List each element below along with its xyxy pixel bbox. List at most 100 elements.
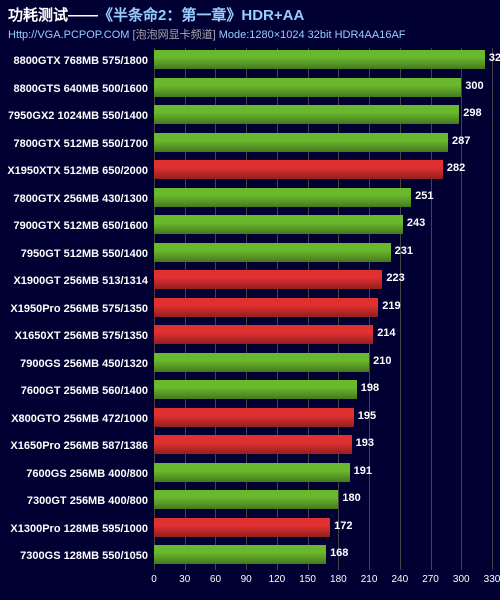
bar-row: 7900GTX 512MB 650/1600243: [154, 215, 492, 240]
bar: 251: [154, 188, 411, 207]
chart-title: 功耗测试——《半条命2：第一章》HDR+AA: [8, 4, 492, 25]
bar-row: X1900GT 256MB 513/1314223: [154, 270, 492, 295]
bar-value: 282: [447, 162, 465, 174]
bar: 231: [154, 243, 391, 262]
bar-value: 323: [489, 52, 500, 64]
title-prefix: 功耗测试——: [8, 7, 98, 24]
bar-label: 7800GTX 256MB 430/1300: [13, 193, 148, 205]
bar-label: X1900GT 256MB 513/1314: [13, 275, 148, 287]
bar: 287: [154, 133, 448, 152]
bar-row: X800GTO 256MB 472/1000195: [154, 408, 492, 433]
bar-chart: 8800GTX 768MB 575/18003238800GTS 640MB 5…: [0, 44, 500, 592]
x-tick: 210: [361, 574, 378, 585]
bar-value: 300: [465, 80, 483, 92]
bar-value: 195: [358, 410, 376, 422]
x-tick: 120: [269, 574, 286, 585]
bar-row: 7950GX2 1024MB 550/1400298: [154, 105, 492, 130]
chart-header: 功耗测试——《半条命2：第一章》HDR+AA Http://VGA.PCPOP.…: [0, 0, 500, 44]
bar-label: 7950GX2 1024MB 550/1400: [8, 110, 148, 122]
x-tick: 240: [391, 574, 408, 585]
bar-label: X800GTO 256MB 472/1000: [11, 413, 148, 425]
bar-value: 219: [382, 300, 400, 312]
bar-value: 287: [452, 135, 470, 147]
bar-label: X1300Pro 128MB 595/1000: [10, 523, 148, 535]
bar-row: 7600GS 256MB 400/800191: [154, 463, 492, 488]
bar-row: 7900GS 256MB 450/1320210: [154, 353, 492, 378]
bar-value: 298: [463, 107, 481, 119]
bar-label: 7900GS 256MB 450/1320: [20, 358, 148, 370]
bar-row: X1950Pro 256MB 575/1350219: [154, 298, 492, 323]
bar-label: X1650Pro 256MB 587/1386: [10, 440, 148, 452]
bar-label: X1950Pro 256MB 575/1350: [10, 303, 148, 315]
bar: 210: [154, 353, 369, 372]
x-tick: 330: [484, 574, 500, 585]
x-tick: 90: [241, 574, 252, 585]
x-tick: 30: [179, 574, 190, 585]
bar-row: 7800GTX 256MB 430/1300251: [154, 188, 492, 213]
bar-row: X1950XTX 512MB 650/2000282: [154, 160, 492, 185]
bar-label: 7600GS 256MB 400/800: [26, 468, 148, 480]
bar: 282: [154, 160, 443, 179]
bar-value: 198: [361, 382, 379, 394]
x-tick: 150: [299, 574, 316, 585]
sub-mode: Mode:1280×1024 32bit HDR4AA16AF: [219, 29, 406, 41]
chart-subtitle: Http://VGA.PCPOP.COM [泡泡网显卡频道] Mode:1280…: [8, 26, 492, 42]
bar-row: X1650Pro 256MB 587/1386193: [154, 435, 492, 460]
bar-row: X1300Pro 128MB 595/1000172: [154, 518, 492, 543]
bar: 193: [154, 435, 352, 454]
title-game: 《半条命2：第一章》: [98, 7, 241, 24]
bar: 298: [154, 105, 459, 124]
bar-container: 8800GTX 768MB 575/18003238800GTS 640MB 5…: [154, 50, 492, 590]
x-axis: 0306090120150180210240270300330: [154, 572, 492, 588]
bar-label: 7800GTX 512MB 550/1700: [13, 138, 148, 150]
bar-label: 7600GT 256MB 560/1400: [21, 385, 148, 397]
bar-label: 8800GTS 640MB 500/1600: [13, 83, 148, 95]
bar: 180: [154, 490, 338, 509]
bar-label: X1650XT 256MB 575/1350: [15, 330, 148, 342]
bar-value: 223: [386, 272, 404, 284]
bar-value: 214: [377, 327, 395, 339]
bar: 214: [154, 325, 373, 344]
sub-url: Http://VGA.PCPOP.COM: [8, 29, 129, 41]
bar-value: 193: [356, 437, 374, 449]
bar-row: 7300GS 128MB 550/1050168: [154, 545, 492, 570]
bar-value: 231: [395, 245, 413, 257]
bar: 223: [154, 270, 382, 289]
bar-value: 243: [407, 217, 425, 229]
x-tick: 270: [422, 574, 439, 585]
bar-value: 172: [334, 520, 352, 532]
bar: 172: [154, 518, 330, 537]
bar-label: 7900GTX 512MB 650/1600: [13, 220, 148, 232]
bar: 198: [154, 380, 357, 399]
bar-row: 7600GT 256MB 560/1400198: [154, 380, 492, 405]
bar-value: 168: [330, 547, 348, 559]
x-tick: 180: [330, 574, 347, 585]
bar-row: 8800GTX 768MB 575/1800323: [154, 50, 492, 75]
x-tick: 0: [151, 574, 157, 585]
bar-label: X1950XTX 512MB 650/2000: [7, 165, 148, 177]
bar: 191: [154, 463, 350, 482]
bar-row: 7800GTX 512MB 550/1700287: [154, 133, 492, 158]
bar-value: 180: [342, 492, 360, 504]
bar: 323: [154, 50, 485, 69]
bar: 195: [154, 408, 354, 427]
bar-label: 7300GT 256MB 400/800: [27, 495, 148, 507]
bar: 219: [154, 298, 378, 317]
bar-row: X1650XT 256MB 575/1350214: [154, 325, 492, 350]
bar-row: 7300GT 256MB 400/800180: [154, 490, 492, 515]
x-tick: 300: [453, 574, 470, 585]
bar-value: 191: [354, 465, 372, 477]
sub-channel: [泡泡网显卡频道]: [129, 29, 218, 41]
bar-value: 251: [415, 190, 433, 202]
bar-value: 210: [373, 355, 391, 367]
bar-label: 7300GS 128MB 550/1050: [20, 550, 148, 562]
title-suffix: HDR+AA: [241, 7, 304, 24]
bar: 300: [154, 78, 461, 97]
x-tick: 60: [210, 574, 221, 585]
gridline: [492, 48, 493, 570]
bar-row: 7950GT 512MB 550/1400231: [154, 243, 492, 268]
bar-label: 7950GT 512MB 550/1400: [21, 248, 148, 260]
bar-label: 8800GTX 768MB 575/1800: [13, 55, 148, 67]
bar: 168: [154, 545, 326, 564]
bar: 243: [154, 215, 403, 234]
